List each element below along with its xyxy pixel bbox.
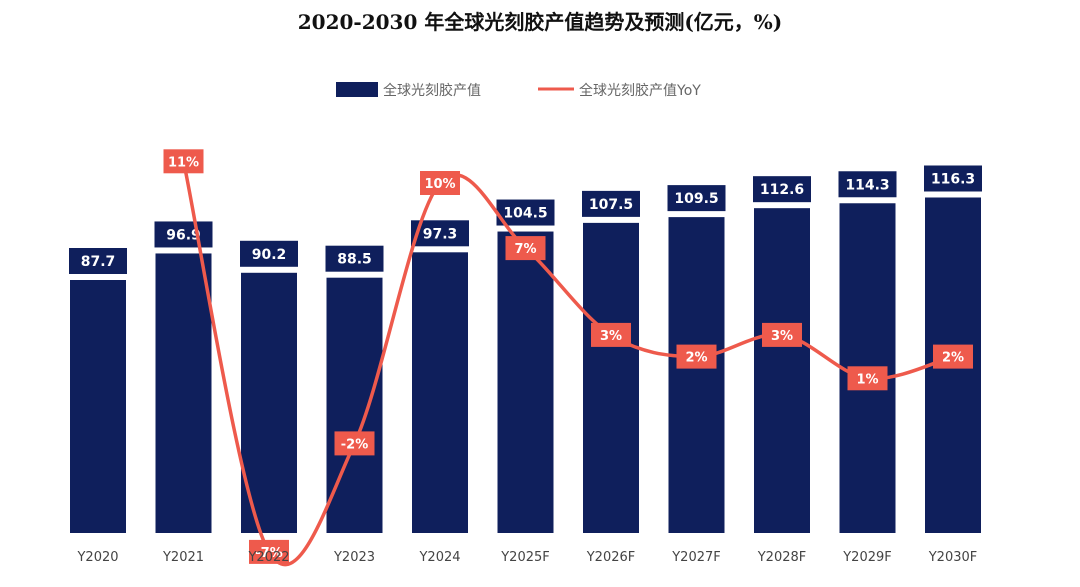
bar-label-box — [325, 245, 384, 272]
yoy-value-label: -7% — [255, 546, 282, 561]
x-tick-label: Y2024 — [418, 550, 460, 565]
x-tick-label: Y2030F — [928, 550, 978, 565]
x-tick-label: Y2027F — [671, 550, 721, 565]
bar-value-label: 88.5 — [337, 252, 372, 268]
chart-title: 2020-2030 年全球光刻胶产值趋势及预测(亿元，%) — [297, 10, 783, 34]
yoy-value-label: 11% — [168, 155, 199, 170]
legend: 全球光刻胶产值 全球光刻胶产值YoY — [336, 82, 701, 99]
bar-label-box — [838, 171, 897, 198]
yoy-label-box — [505, 236, 546, 261]
bar-value-label: 104.5 — [503, 206, 547, 222]
bar-value-label: 107.5 — [589, 197, 633, 213]
yoy-value-label: 2% — [942, 351, 964, 366]
bar-Y2020 — [70, 280, 126, 533]
yoy-label-box — [334, 431, 375, 456]
yoy-label-box — [249, 539, 289, 564]
yoy-value-label: -2% — [341, 437, 368, 452]
yoy-value-label: 2% — [685, 351, 707, 366]
x-tick-label: Y2020 — [76, 550, 118, 565]
bar-label-box — [496, 199, 555, 226]
x-tick-label: Y2023 — [333, 550, 375, 565]
yoy-label-box — [847, 366, 888, 391]
yoy-label-box — [762, 322, 802, 347]
bar-Y2024 — [412, 252, 468, 533]
yoy-value-label: 7% — [514, 242, 536, 257]
yoy-value-label: 3% — [771, 329, 793, 344]
yoy-label-box — [933, 344, 973, 369]
yoy-value-label: 1% — [856, 372, 878, 387]
bar-value-label: 116.3 — [931, 171, 975, 187]
bar-value-label: 112.6 — [760, 182, 804, 198]
bar-Y2023 — [326, 277, 383, 533]
legend-label-line: 全球光刻胶产值YoY — [579, 82, 701, 99]
bar-value-label: 97.3 — [423, 226, 458, 242]
x-tick-label: Y2022 — [247, 550, 289, 565]
bar-label-box — [69, 248, 127, 274]
bar-label-box — [154, 221, 213, 248]
bar-label-box — [753, 176, 811, 203]
yoy-label-box — [676, 344, 717, 369]
legend-label-bar: 全球光刻胶产值 — [383, 82, 481, 99]
bar-value-label: 87.7 — [81, 254, 116, 270]
bar-value-label: 96.9 — [166, 227, 201, 243]
bar-value-label: 114.3 — [845, 177, 889, 193]
bar-label-box — [582, 190, 640, 217]
x-tick-label: Y2025F — [500, 550, 550, 565]
bar-Y2025F — [497, 231, 554, 533]
bar-value-label: 109.5 — [674, 191, 718, 207]
yoy-label-box — [591, 322, 631, 347]
bar-label-box — [924, 165, 982, 192]
bar-Y2021 — [155, 253, 212, 533]
yoy-label-box — [163, 149, 204, 174]
bar-value-label: 90.2 — [252, 247, 287, 263]
bar-Y2028F — [754, 208, 810, 534]
x-tick-label: Y2026F — [586, 550, 636, 565]
yoy-value-label: 10% — [424, 177, 455, 192]
bar-Y2026F — [583, 222, 639, 533]
x-tick-label: Y2028F — [757, 550, 807, 565]
legend-swatch-bar — [336, 82, 378, 97]
yoy-value-label: 3% — [600, 329, 622, 344]
bar-Y2022 — [241, 272, 297, 533]
yoy-line — [181, 159, 955, 567]
yoy-label-box — [420, 171, 460, 195]
x-tick-label: Y2021 — [162, 550, 204, 565]
bar-label-box — [240, 240, 298, 267]
bar-Y2027F — [668, 217, 725, 534]
x-tick-label: Y2029F — [842, 550, 892, 565]
bar-label-box — [667, 185, 726, 212]
